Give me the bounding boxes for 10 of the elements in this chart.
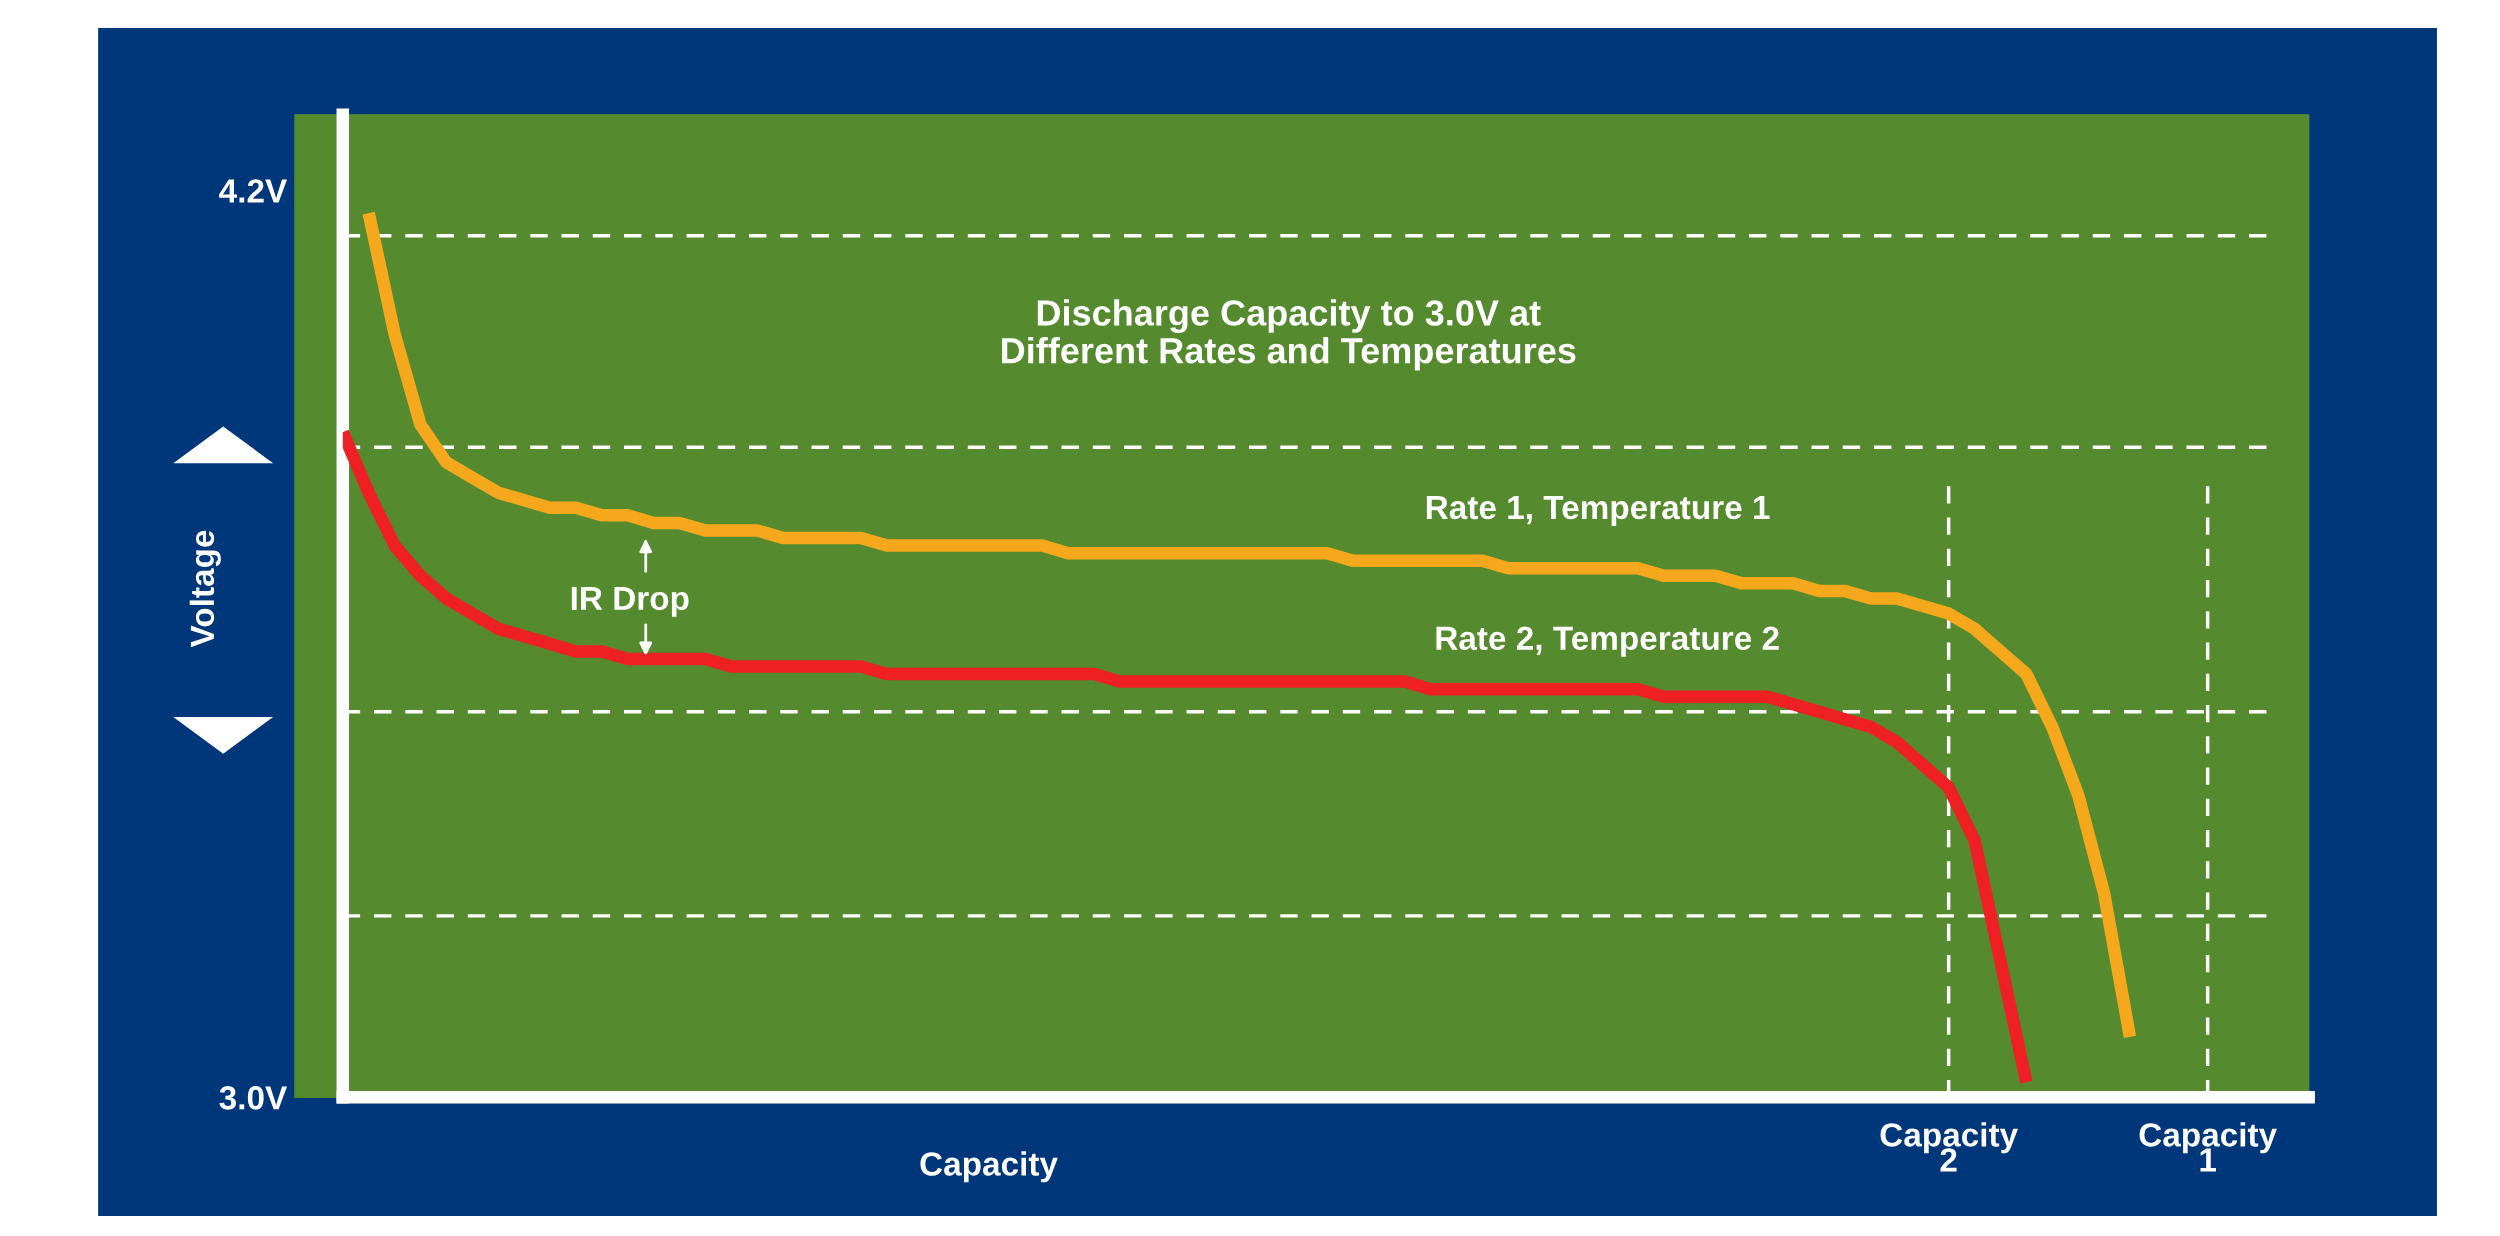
x-axis-title: Capacity [920, 1151, 1058, 1183]
annotation: IR Drop [571, 586, 689, 617]
y-tick-label: 3.0V [219, 1086, 288, 1110]
text: Discharge Capacity to 3.0V at Different Rates and Temperatures [1002, 299, 1576, 371]
x-tick-label: Capacity 1 [2139, 1122, 2277, 1172]
y-axis-title: Voltage [189, 530, 221, 648]
series-label: Rate 2, Temperature 2 [1436, 626, 1779, 657]
series-label: Rate 1, Temperature 1 [1426, 496, 1770, 526]
x-tick-label: Capacity 2 [1880, 1122, 2018, 1172]
y-tick-label: 4.2V [219, 179, 288, 203]
